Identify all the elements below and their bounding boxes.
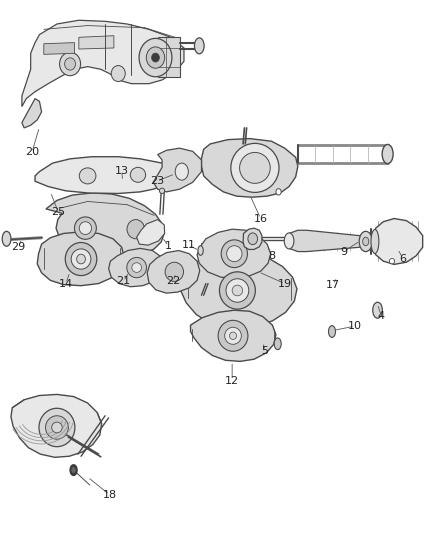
Text: 5: 5 bbox=[261, 346, 268, 356]
Polygon shape bbox=[35, 157, 173, 193]
Ellipse shape bbox=[328, 326, 336, 337]
Polygon shape bbox=[180, 253, 297, 328]
Ellipse shape bbox=[39, 408, 75, 447]
Text: 19: 19 bbox=[278, 279, 292, 288]
Text: 13: 13 bbox=[115, 166, 129, 175]
Ellipse shape bbox=[232, 285, 243, 296]
Ellipse shape bbox=[373, 302, 382, 318]
Ellipse shape bbox=[225, 327, 241, 344]
Ellipse shape bbox=[198, 246, 203, 255]
Polygon shape bbox=[197, 229, 271, 278]
Ellipse shape bbox=[52, 422, 62, 433]
Ellipse shape bbox=[248, 233, 258, 245]
Text: 21: 21 bbox=[117, 277, 131, 286]
Text: 10: 10 bbox=[348, 321, 362, 331]
Ellipse shape bbox=[65, 243, 97, 276]
Polygon shape bbox=[22, 99, 42, 128]
Ellipse shape bbox=[389, 259, 395, 264]
Text: 11: 11 bbox=[181, 240, 195, 250]
Polygon shape bbox=[372, 219, 423, 264]
Ellipse shape bbox=[371, 229, 379, 253]
Ellipse shape bbox=[139, 38, 172, 77]
Ellipse shape bbox=[131, 167, 145, 182]
Polygon shape bbox=[191, 310, 276, 361]
Polygon shape bbox=[79, 36, 114, 49]
Text: 17: 17 bbox=[326, 280, 340, 289]
Ellipse shape bbox=[132, 263, 141, 272]
Text: 9: 9 bbox=[340, 247, 347, 256]
Ellipse shape bbox=[218, 320, 248, 351]
Text: 16: 16 bbox=[254, 214, 268, 223]
Ellipse shape bbox=[77, 254, 85, 264]
Polygon shape bbox=[243, 228, 262, 249]
Polygon shape bbox=[44, 43, 74, 54]
Ellipse shape bbox=[363, 237, 369, 246]
Text: 25: 25 bbox=[51, 207, 65, 217]
Polygon shape bbox=[11, 394, 102, 457]
Ellipse shape bbox=[127, 257, 146, 278]
Text: 20: 20 bbox=[25, 148, 39, 157]
Ellipse shape bbox=[79, 168, 96, 184]
Ellipse shape bbox=[219, 272, 255, 309]
Text: 12: 12 bbox=[225, 376, 239, 385]
Ellipse shape bbox=[79, 222, 92, 235]
Ellipse shape bbox=[127, 220, 145, 239]
Polygon shape bbox=[287, 230, 366, 252]
Ellipse shape bbox=[359, 231, 372, 252]
Ellipse shape bbox=[231, 143, 279, 192]
Ellipse shape bbox=[65, 58, 75, 70]
Ellipse shape bbox=[382, 144, 393, 164]
Ellipse shape bbox=[230, 332, 237, 340]
Text: 4: 4 bbox=[378, 311, 385, 320]
Text: 14: 14 bbox=[59, 279, 73, 288]
Ellipse shape bbox=[221, 240, 247, 268]
Polygon shape bbox=[158, 37, 180, 77]
Text: 18: 18 bbox=[102, 490, 117, 499]
Ellipse shape bbox=[152, 53, 159, 62]
Ellipse shape bbox=[46, 416, 68, 439]
Text: 6: 6 bbox=[399, 254, 406, 263]
Polygon shape bbox=[137, 220, 165, 245]
Polygon shape bbox=[153, 148, 201, 192]
Ellipse shape bbox=[74, 217, 96, 239]
Ellipse shape bbox=[72, 467, 75, 473]
Ellipse shape bbox=[194, 38, 204, 54]
Polygon shape bbox=[46, 193, 164, 259]
Polygon shape bbox=[109, 248, 164, 287]
Ellipse shape bbox=[2, 231, 11, 246]
Text: 8: 8 bbox=[268, 251, 275, 261]
Ellipse shape bbox=[284, 233, 294, 249]
Ellipse shape bbox=[146, 47, 165, 68]
Text: 29: 29 bbox=[11, 243, 25, 252]
Polygon shape bbox=[22, 20, 184, 107]
Ellipse shape bbox=[227, 246, 242, 262]
Polygon shape bbox=[37, 232, 124, 286]
Ellipse shape bbox=[276, 189, 281, 195]
Ellipse shape bbox=[111, 66, 125, 82]
Ellipse shape bbox=[60, 52, 81, 76]
Text: 23: 23 bbox=[150, 176, 164, 186]
Ellipse shape bbox=[71, 249, 91, 269]
Ellipse shape bbox=[240, 152, 270, 183]
Ellipse shape bbox=[70, 465, 77, 475]
Ellipse shape bbox=[159, 188, 165, 193]
Ellipse shape bbox=[165, 262, 184, 281]
Ellipse shape bbox=[274, 338, 281, 350]
Text: 1: 1 bbox=[165, 241, 172, 251]
Text: 22: 22 bbox=[166, 277, 180, 286]
Ellipse shape bbox=[175, 163, 188, 180]
Polygon shape bbox=[201, 139, 298, 197]
Polygon shape bbox=[147, 251, 200, 293]
Ellipse shape bbox=[226, 279, 249, 302]
